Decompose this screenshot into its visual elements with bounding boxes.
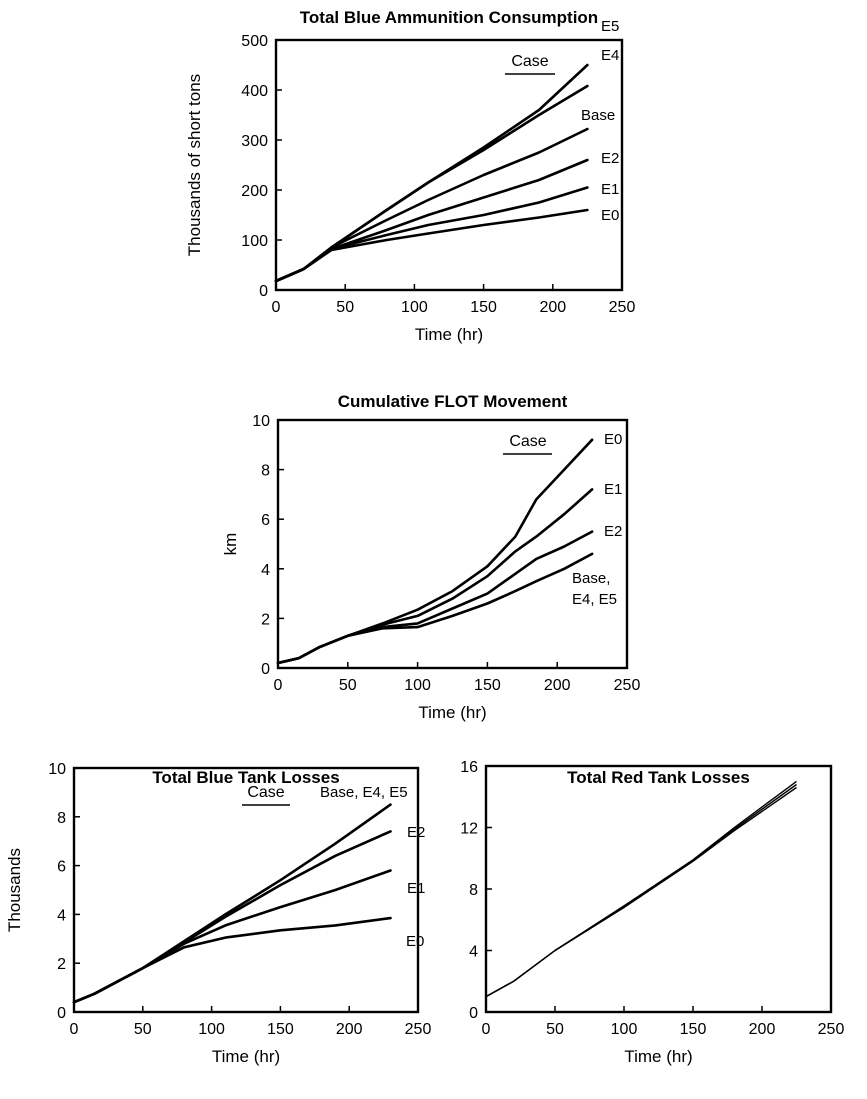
x-axis-label: Time (hr) xyxy=(418,703,486,722)
y-tick-label: 100 xyxy=(241,233,268,250)
series-line-base-e4-e5 xyxy=(72,803,392,1004)
chart-ammo: Total Blue Ammunition Consumption 0 50 100 1… xyxy=(185,8,635,344)
series-line-base-e4-e5 xyxy=(276,552,594,665)
series-label: E2 xyxy=(407,824,425,841)
y-tick-label: 12 xyxy=(460,821,478,838)
series-line-e4 xyxy=(274,84,589,283)
series-label: Base, E4, E5 xyxy=(320,784,408,801)
y-tick-label: 8 xyxy=(57,810,66,827)
y-tick-label: 4 xyxy=(57,907,66,924)
y-tick-label: 200 xyxy=(241,183,268,200)
x-tick-label: 100 xyxy=(401,299,428,316)
x-tick-label: 50 xyxy=(134,1021,152,1038)
x-tick-label: 100 xyxy=(611,1021,638,1038)
series-line-e0 xyxy=(276,438,594,665)
x-tick-label: 0 xyxy=(272,299,281,316)
y-tick-label: 8 xyxy=(469,882,478,899)
y-tick-label: 16 xyxy=(460,759,478,776)
x-tick-label: 50 xyxy=(339,677,357,694)
x-tick-label: 200 xyxy=(336,1021,363,1038)
y-tick-label: 10 xyxy=(48,761,66,778)
chart-title: Cumulative FLOT Movement xyxy=(338,392,568,411)
x-tick-label: 150 xyxy=(470,299,497,316)
series-label: E2 xyxy=(604,523,622,540)
series-label-line: Base, xyxy=(572,570,610,587)
chart-red_tanks: Total Red Tank Losses 0 50 100 150 200 250 0 4 8 1… xyxy=(460,759,844,1066)
series-label-line: E4, E5 xyxy=(572,591,617,608)
series-line-base xyxy=(274,127,589,283)
y-axis-label: Thousands xyxy=(5,848,24,932)
y-tick-label: 0 xyxy=(469,1005,478,1022)
x-tick-label: 150 xyxy=(267,1021,294,1038)
plot-frame xyxy=(276,418,629,670)
y-tick-label: 6 xyxy=(57,859,66,876)
series-label: E5 xyxy=(601,18,619,35)
plot-frame xyxy=(72,766,420,1014)
x-axis-label: Time (hr) xyxy=(212,1047,280,1066)
y-tick-label: 4 xyxy=(261,562,270,579)
x-tick-label: 150 xyxy=(680,1021,707,1038)
y-tick-label: 2 xyxy=(57,956,66,973)
series-label: E0 xyxy=(604,431,622,448)
x-tick-label: 200 xyxy=(539,299,566,316)
x-tick-label: 100 xyxy=(198,1021,225,1038)
plot-frame xyxy=(484,764,833,1014)
chart-flot: Cumulative FLOT Movement 0 50 100 150 200 250 0… xyxy=(221,392,640,722)
series-label: E2 xyxy=(601,150,619,167)
x-tick-label: 250 xyxy=(614,677,641,694)
y-tick-label: 300 xyxy=(241,133,268,150)
series-label: E1 xyxy=(601,181,619,198)
series-line-e2 xyxy=(72,830,392,1004)
series-label: E0 xyxy=(406,933,424,950)
series-label: E1 xyxy=(407,880,425,897)
y-tick-label: 4 xyxy=(469,944,478,961)
legend-heading: Case xyxy=(511,53,548,70)
chart-title: Total Red Tank Losses xyxy=(567,768,750,787)
series-label: E4 xyxy=(601,47,619,64)
y-tick-label: 0 xyxy=(259,283,268,300)
series-label: Base, E4, E5 xyxy=(572,570,617,608)
x-tick-label: 150 xyxy=(474,677,501,694)
series-label: E0 xyxy=(601,207,619,224)
series-line-e2 xyxy=(276,530,594,665)
series-label: Base xyxy=(581,107,615,124)
series-line-line-3 xyxy=(485,786,797,998)
y-axis-label: Thousands of short tons xyxy=(185,74,204,256)
x-tick-label: 50 xyxy=(546,1021,564,1038)
legend-heading: Case xyxy=(247,784,284,801)
x-axis-label: Time (hr) xyxy=(415,325,483,344)
y-tick-label: 400 xyxy=(241,83,268,100)
series-line-line-1 xyxy=(485,780,797,998)
series-label: E1 xyxy=(604,481,622,498)
y-tick-label: 0 xyxy=(261,661,270,678)
series-line-e0 xyxy=(274,208,589,283)
y-tick-label: 10 xyxy=(252,413,270,430)
plot-frame xyxy=(274,38,624,292)
chart-blue_tanks: Total Blue Tank Losses 0 50 100 150 200 250 0 2 4… xyxy=(5,761,431,1066)
y-tick-label: 500 xyxy=(241,33,268,50)
x-tick-label: 100 xyxy=(404,677,431,694)
x-axis-label: Time (hr) xyxy=(624,1047,692,1066)
x-tick-label: 0 xyxy=(274,677,283,694)
y-tick-label: 8 xyxy=(261,463,270,480)
chart-title: Total Blue Tank Losses xyxy=(152,768,339,787)
series-line-e5 xyxy=(274,63,589,283)
x-tick-label: 50 xyxy=(336,299,354,316)
legend-heading: Case xyxy=(509,433,546,450)
series-line-e0 xyxy=(72,916,392,1004)
x-tick-label: 250 xyxy=(609,299,636,316)
x-tick-label: 250 xyxy=(818,1021,845,1038)
y-tick-label: 0 xyxy=(57,1005,66,1022)
y-axis-label: km xyxy=(221,533,240,556)
x-tick-label: 200 xyxy=(544,677,571,694)
x-tick-label: 0 xyxy=(482,1021,491,1038)
y-tick-label: 2 xyxy=(261,611,270,628)
chart-title: Total Blue Ammunition Consumption xyxy=(300,8,598,27)
x-tick-label: 200 xyxy=(749,1021,776,1038)
x-tick-label: 250 xyxy=(405,1021,432,1038)
y-tick-label: 6 xyxy=(261,512,270,529)
series-line-e2 xyxy=(274,158,589,283)
x-tick-label: 0 xyxy=(70,1021,79,1038)
